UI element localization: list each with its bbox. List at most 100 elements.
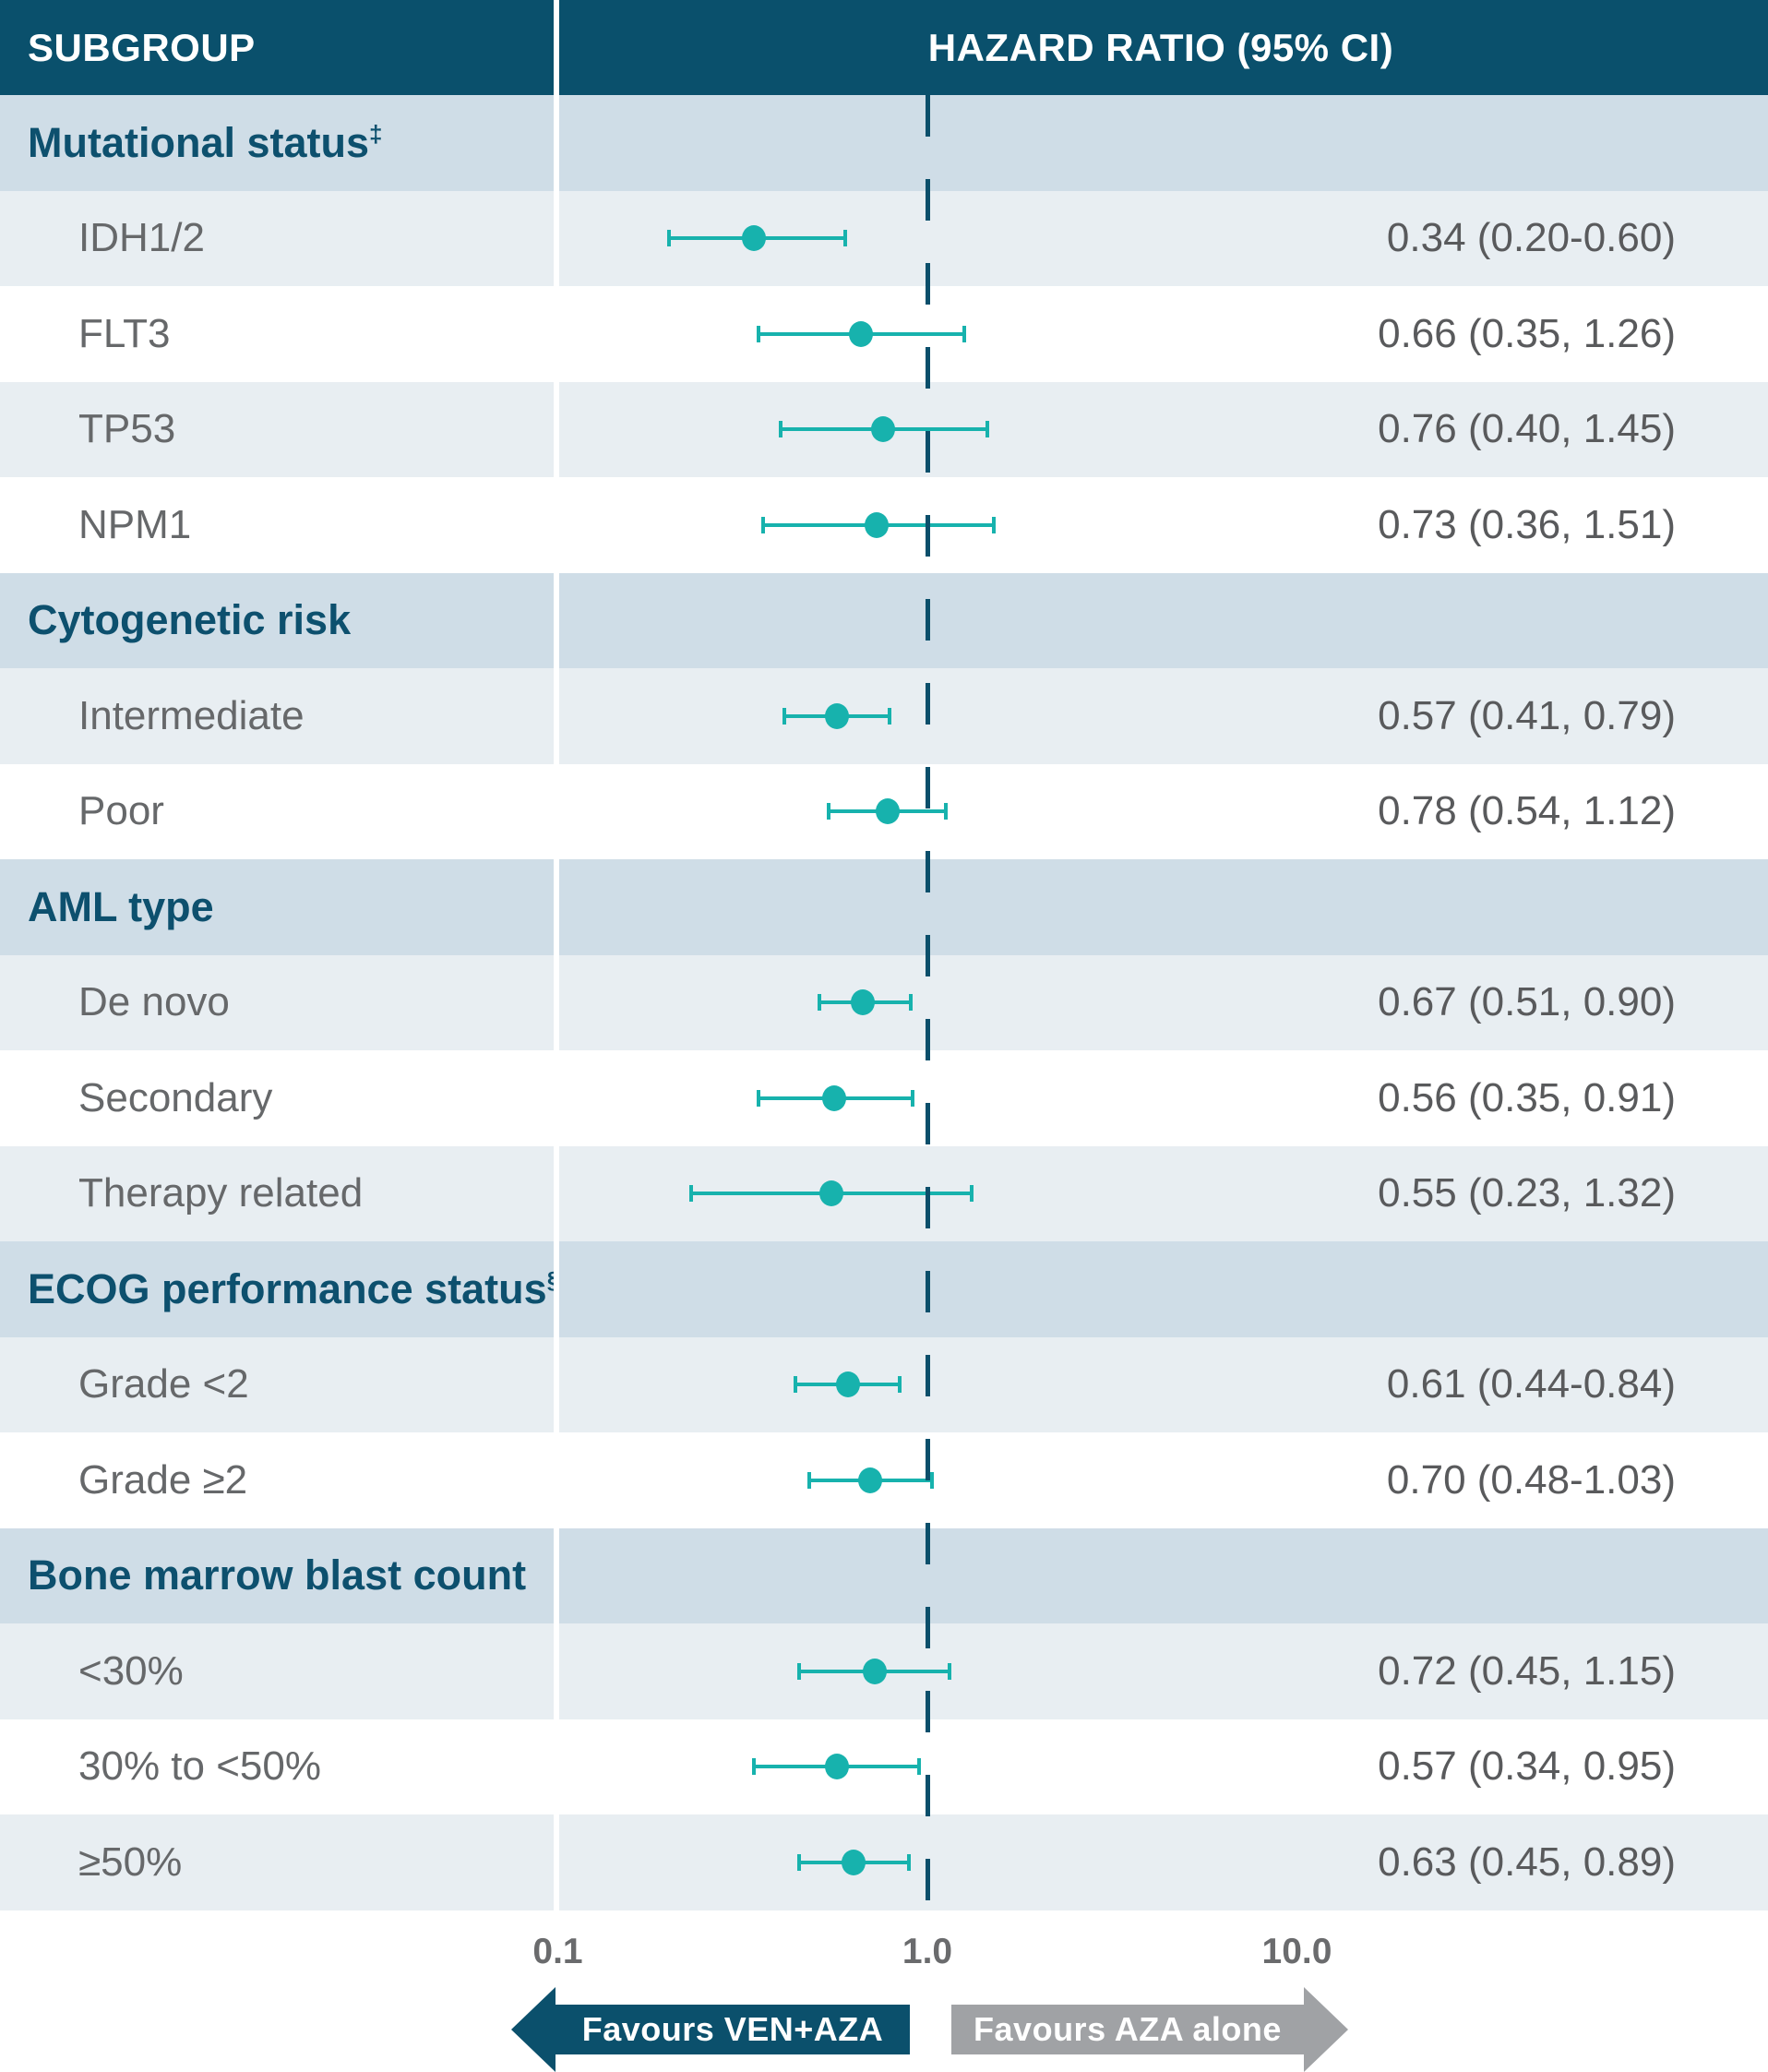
ci-cap <box>897 1376 902 1394</box>
table-row: IDH1/2 0.34 (0.20-0.60) <box>0 190 1768 286</box>
reference-line-1.0 <box>925 95 930 1910</box>
favours-ven-aza-arrow: Favours VEN+AZA <box>555 2005 910 2054</box>
ci-cap <box>689 1185 694 1203</box>
subgroup-item-label: TP53 <box>78 406 176 452</box>
subgroup-item-label: <30% <box>78 1647 184 1694</box>
section-label: Cytogenetic risk <box>28 596 352 644</box>
hazard-ratio-point <box>875 798 900 825</box>
subgroup-item-label: ≥50% <box>78 1838 183 1885</box>
ci-cap <box>985 421 989 438</box>
table-row: Secondary 0.56 (0.35, 0.91) <box>0 1050 1768 1146</box>
subgroup-item-label: Intermediate <box>78 692 305 738</box>
section-row: Cytogenetic risk <box>0 572 1768 668</box>
hr-value: 0.56 (0.35, 0.91) <box>1378 1074 1676 1120</box>
hr-value: 0.73 (0.36, 1.51) <box>1378 501 1676 547</box>
section-label: ECOG performance status§ <box>28 1264 560 1312</box>
table-row: De novo 0.67 (0.51, 0.90) <box>0 954 1768 1050</box>
section-row: ECOG performance status§ <box>0 1241 1768 1337</box>
ci-cap <box>826 803 830 820</box>
table-row: ≥50% 0.63 (0.45, 0.89) <box>0 1814 1768 1910</box>
section-label: AML type <box>28 882 214 930</box>
section-row: Bone marrow blast count <box>0 1527 1768 1623</box>
subgroup-item-label: Grade ≥2 <box>78 1456 248 1503</box>
hr-value: 0.57 (0.34, 0.95) <box>1378 1743 1676 1790</box>
ci-cap <box>910 1089 914 1107</box>
table-row: NPM1 0.73 (0.36, 1.51) <box>0 477 1768 573</box>
hr-value: 0.34 (0.20-0.60) <box>1386 215 1676 261</box>
subgroup-item-label: Therapy related <box>78 1170 364 1216</box>
hazard-ratio-point <box>819 1180 843 1207</box>
hazard-ratio-point <box>857 1467 882 1493</box>
hr-value: 0.67 (0.51, 0.90) <box>1378 979 1676 1025</box>
table-header: SUBGROUP HAZARD RATIO (95% CI) <box>0 0 1768 95</box>
ci-cap <box>757 325 761 342</box>
subgroup-item-label: IDH1/2 <box>78 215 205 261</box>
ci-cap <box>752 1758 757 1776</box>
table-row: Intermediate 0.57 (0.41, 0.79) <box>0 668 1768 764</box>
hazard-ratio-point <box>851 989 876 1016</box>
hr-value: 0.61 (0.44-0.84) <box>1386 1361 1676 1407</box>
ci-cap <box>797 1853 802 1871</box>
table-row: Grade <2 0.61 (0.44-0.84) <box>0 1336 1768 1432</box>
table-row: Therapy related 0.55 (0.23, 1.32) <box>0 1145 1768 1241</box>
section-label: Bone marrow blast count <box>28 1551 527 1599</box>
section-row: AML type <box>0 859 1768 955</box>
section-row: Mutational status‡ <box>0 95 1768 191</box>
ci-cap <box>843 230 848 247</box>
hazard-ratio-point <box>742 225 767 252</box>
table-row: TP53 0.76 (0.40, 1.45) <box>0 381 1768 477</box>
ci-cap <box>948 1662 952 1680</box>
ci-cap <box>970 1185 974 1203</box>
ci-cap <box>761 516 766 533</box>
ci-cap <box>817 994 821 1012</box>
table-row: 30% to <50% 0.57 (0.34, 0.95) <box>0 1719 1768 1814</box>
ci-cap <box>991 516 996 533</box>
hazard-ratio-point <box>825 702 850 729</box>
hr-value: 0.78 (0.54, 1.12) <box>1378 788 1676 834</box>
ci-cap <box>887 707 891 725</box>
table-row: FLT3 0.66 (0.35, 1.26) <box>0 286 1768 382</box>
hazard-ratio-point <box>865 511 890 538</box>
subgroup-item-label: FLT3 <box>78 310 171 356</box>
hazard-ratio-point <box>871 416 896 443</box>
left-arrow-head-icon <box>511 1987 555 2072</box>
axis-tick-label: 1.0 <box>902 1932 953 1971</box>
ci-cap <box>906 1853 911 1871</box>
ci-cap <box>778 421 782 438</box>
table-row: Poor 0.78 (0.54, 1.12) <box>0 763 1768 859</box>
subgroup-item-label: NPM1 <box>78 501 192 547</box>
hazard-ratio-point <box>825 1754 850 1780</box>
ci-cap <box>782 707 786 725</box>
hazard-ratio-column-header: HAZARD RATIO (95% CI) <box>927 25 1394 69</box>
axis-tick-label: 0.1 <box>532 1932 583 1971</box>
hazard-ratio-point <box>822 1084 847 1111</box>
subgroup-column-header: SUBGROUP <box>28 25 256 69</box>
hazard-ratio-point <box>841 1849 866 1875</box>
ci-cap <box>908 994 913 1012</box>
subgroup-item-label: Grade <2 <box>78 1361 249 1407</box>
subgroup-item-label: 30% to <50% <box>78 1743 321 1790</box>
ci-cap <box>794 1376 798 1394</box>
hr-value: 0.63 (0.45, 0.89) <box>1378 1838 1676 1885</box>
hr-value: 0.55 (0.23, 1.32) <box>1378 1170 1676 1216</box>
subgroup-item-label: De novo <box>78 979 230 1025</box>
hazard-ratio-point <box>848 320 873 347</box>
table-body: Mutational status‡ IDH1/2 0.34 (0.20-0.60)… <box>0 95 1768 1910</box>
ci-cap <box>667 230 672 247</box>
table-row: Grade ≥2 0.70 (0.48-1.03) <box>0 1432 1768 1528</box>
column-divider <box>554 0 559 1910</box>
ci-cap <box>917 1758 922 1776</box>
ci-cap <box>807 1471 812 1489</box>
hazard-ratio-point <box>836 1371 861 1398</box>
hr-value: 0.70 (0.48-1.03) <box>1386 1456 1676 1503</box>
hr-value: 0.72 (0.45, 1.15) <box>1378 1647 1676 1694</box>
axis-tick-label: 10.0 <box>1261 1932 1332 1971</box>
hr-value: 0.66 (0.35, 1.26) <box>1378 310 1676 356</box>
ci-cap <box>930 1471 935 1489</box>
subgroup-item-label: Secondary <box>78 1074 273 1120</box>
hr-value: 0.76 (0.40, 1.45) <box>1378 406 1676 452</box>
table-row: <30% 0.72 (0.45, 1.15) <box>0 1623 1768 1719</box>
favours-aza-alone-arrow: Favours AZA alone <box>951 2005 1304 2054</box>
hazard-ratio-point <box>862 1658 887 1684</box>
